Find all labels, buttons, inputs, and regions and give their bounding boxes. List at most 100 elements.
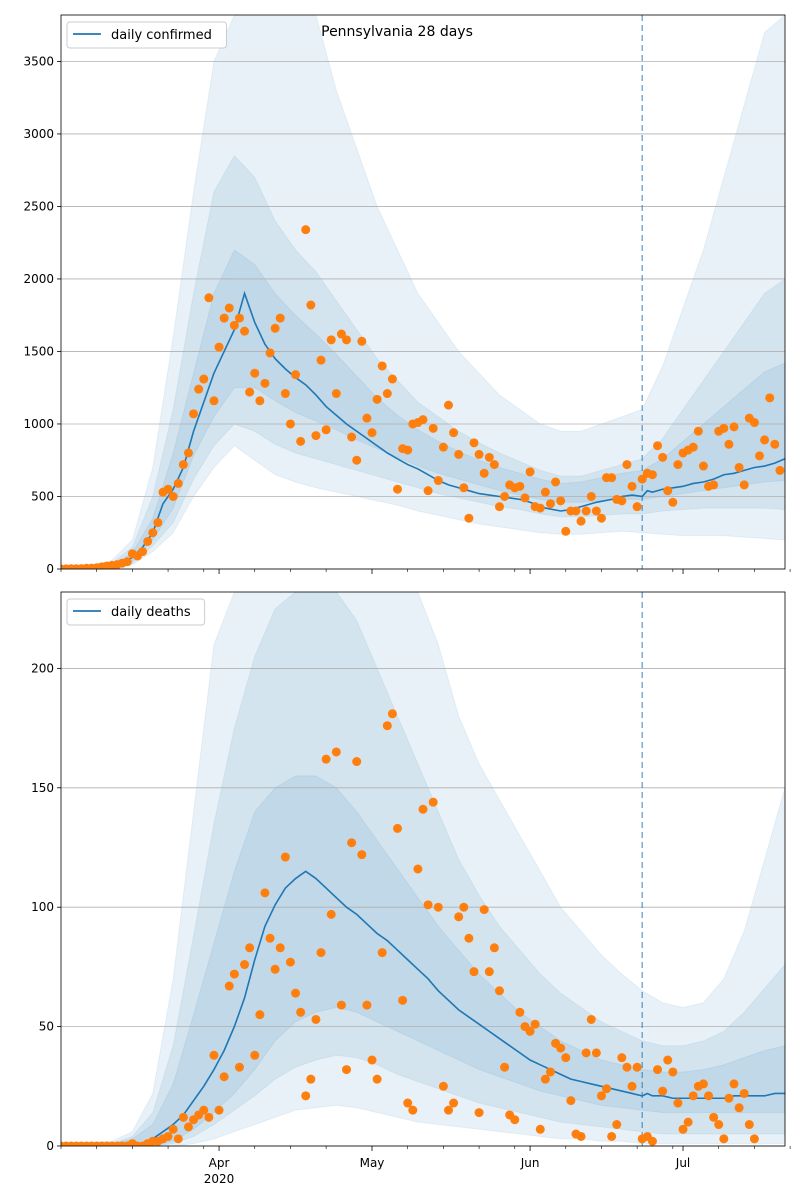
deaths-data-point <box>678 1124 688 1134</box>
confirmed-data-point <box>362 413 372 423</box>
deaths-data-point <box>612 1120 622 1130</box>
confirmed-data-point <box>520 493 530 503</box>
deaths-data-point <box>724 1093 734 1103</box>
confirmed-data-point <box>673 460 683 470</box>
confirmed-data-point <box>770 439 780 449</box>
confirmed-data-point <box>545 499 555 509</box>
deaths-data-point <box>449 1098 459 1108</box>
deaths-data-point <box>510 1115 520 1125</box>
deaths-data-point <box>479 905 489 915</box>
confirmed-data-point <box>551 477 561 487</box>
deaths-data-point <box>525 1026 535 1036</box>
confirmed-data-point <box>658 452 668 462</box>
confirmed-data-point <box>255 396 265 406</box>
deaths-data-point <box>739 1088 749 1098</box>
deaths-data-point <box>709 1112 719 1122</box>
deaths-data-point <box>326 909 336 919</box>
deaths-data-point <box>250 1050 260 1060</box>
confirmed-data-point <box>316 355 326 365</box>
deaths-data-point <box>331 747 341 757</box>
deaths-data-point <box>367 1055 377 1065</box>
deaths-data-point <box>760 0 769 5</box>
confirmed-data-point <box>632 502 642 512</box>
deaths-data-point <box>464 933 474 943</box>
deaths-ytick-label: 100 <box>31 900 54 914</box>
xtick-label: Apr <box>209 1156 230 1170</box>
deaths-data-point <box>719 1134 729 1144</box>
deaths-data-point <box>540 1074 550 1084</box>
deaths-data-point <box>393 823 403 833</box>
confirmed-data-point <box>342 335 352 345</box>
confirmed-data-point <box>393 484 403 494</box>
confirmed-data-point <box>423 486 433 496</box>
confirmed-data-point <box>173 478 183 488</box>
confirmed-data-point <box>515 481 525 491</box>
confirmed-data-point <box>433 476 443 486</box>
deaths-legend: daily deaths <box>66 598 206 626</box>
deaths-band-1 <box>61 592 785 1146</box>
deaths-data-point <box>413 864 423 874</box>
deaths-data-point <box>229 969 239 979</box>
deaths-chart-panel: 0 50 100 150 200 Apr 2020 May Jun Jul daily deaths <box>31 0 791 1186</box>
confirmed-data-point <box>647 470 657 480</box>
confirmed-data-point <box>596 513 606 523</box>
confirmed-data-point <box>781 0 790 5</box>
confirmed-data-point <box>372 394 382 404</box>
confirmed-data-point <box>204 293 214 303</box>
confirmed-data-point <box>729 422 739 432</box>
confirmed-data-point <box>122 557 132 567</box>
deaths-axes-frame <box>60 591 786 1147</box>
deaths-data-point <box>617 1053 627 1063</box>
confirmed-data-point <box>219 313 229 323</box>
confirmed-data-point <box>765 393 775 403</box>
deaths-data-point <box>698 1079 708 1089</box>
deaths-bands <box>61 592 785 1146</box>
deaths-data-point <box>433 902 443 912</box>
confirmed-data-point <box>479 468 489 478</box>
deaths-data-point <box>704 1091 714 1101</box>
confirmed-data-point <box>209 396 219 406</box>
confirmed-ytick-label: 500 <box>31 489 54 503</box>
deaths-data-point <box>173 1134 183 1144</box>
confirmed-data-point <box>698 461 708 471</box>
xtick-label: Jul <box>675 1156 690 1170</box>
confirmed-data-point <box>627 481 637 491</box>
confirmed-axes-frame <box>60 14 786 570</box>
deaths-data-point <box>673 1098 683 1108</box>
confirmed-data-point <box>280 389 290 399</box>
confirmed-points <box>61 0 790 569</box>
deaths-data-point <box>474 1108 484 1118</box>
deaths-data-point <box>178 1112 188 1122</box>
deaths-data-point <box>545 1067 555 1077</box>
confirmed-data-point <box>163 484 173 494</box>
deaths-data-point <box>489 943 499 953</box>
deaths-data-point <box>301 1091 311 1101</box>
deaths-data-point <box>209 1050 219 1060</box>
confirmed-data-point <box>296 436 306 446</box>
confirmed-data-point <box>571 506 581 516</box>
deaths-data-point <box>403 1098 413 1108</box>
confirmed-data-point <box>428 423 438 433</box>
confirmed-ytick-label: 1000 <box>23 417 54 431</box>
confirmed-data-point <box>326 335 336 345</box>
deaths-data-point <box>285 957 295 967</box>
confirmed-data-point <box>143 536 153 546</box>
confirmed-data-point <box>387 374 397 384</box>
deaths-data-point <box>438 1081 448 1091</box>
deaths-band-2 <box>61 775 785 1146</box>
confirmed-data-point <box>668 497 678 507</box>
deaths-data-point <box>591 1048 601 1058</box>
confirmed-data-point <box>709 480 719 490</box>
confirmed-data-point <box>525 467 535 477</box>
confirmed-legend: daily confirmed <box>66 21 227 49</box>
deaths-data-point <box>658 1086 668 1096</box>
deaths-data-point <box>586 1014 596 1024</box>
confirmed-data-point <box>484 452 494 462</box>
deaths-data-point <box>423 900 433 910</box>
confirmed-data-point <box>438 442 448 452</box>
confirmed-data-point <box>500 491 510 501</box>
deaths-data-point <box>602 1084 612 1094</box>
deaths-data-point <box>443 1105 453 1115</box>
confirmed-data-point <box>489 460 499 470</box>
confirmed-data-point <box>321 425 331 435</box>
